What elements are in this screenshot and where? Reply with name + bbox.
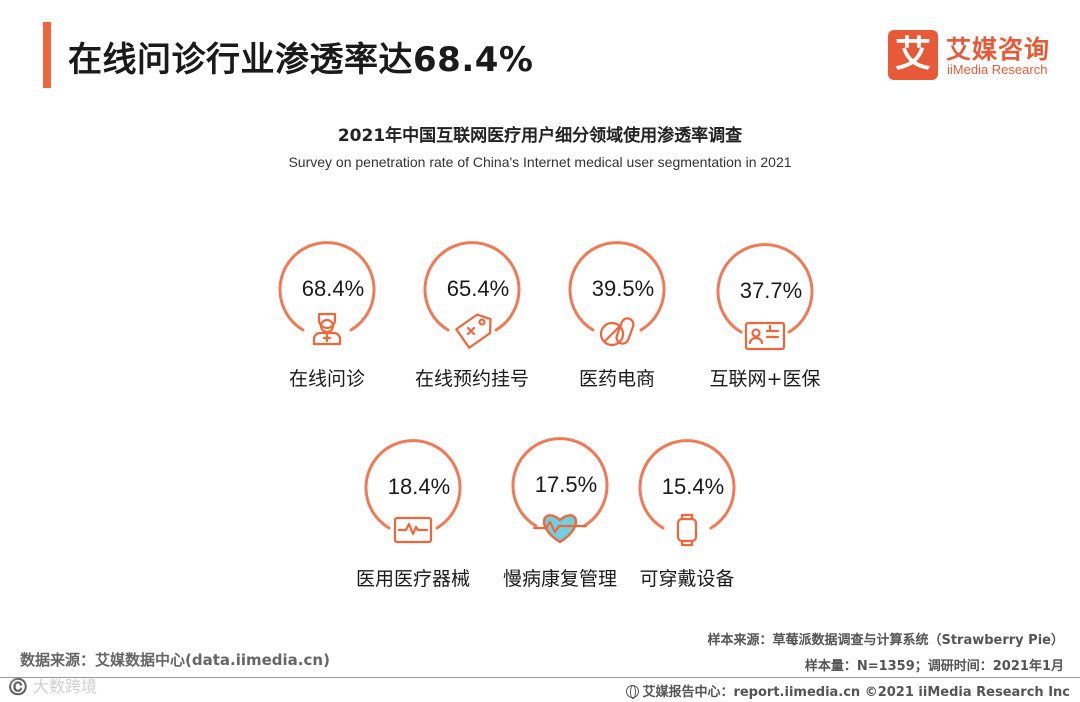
gauge-item: 68.4% 在线问诊 [278,241,376,390]
gauge-ring [278,241,376,332]
value-label: 65.4% [447,276,509,301]
gauge-item: 37.7% 互联网+医保 [710,243,821,390]
insurance-card-icon [744,321,786,351]
category-label: 慢病康复管理 [503,568,617,590]
category-label: 医药电商 [579,368,655,390]
category-label: 在线预约挂号 [415,368,529,390]
value-label: 15.4% [662,474,724,499]
page-title: 在线问诊行业渗透率达68.4% [68,40,534,80]
price-tag-icon [455,313,492,349]
gauge-ring [638,439,736,530]
pill-icon [599,317,635,347]
heart-rate-icon [532,514,588,544]
value-label: 39.5% [592,276,654,301]
title-accent-bar [43,22,51,88]
value-label: 17.5% [535,472,597,497]
globe-icon [626,685,640,699]
ecg-monitor-icon [393,516,433,544]
value-label: 18.4% [388,474,450,499]
logo-en-text: iiMedia Research [947,62,1048,77]
gauge-item: 17.5% 慢病康复管理 [503,437,617,590]
smartwatch-icon [676,513,698,547]
category-label: 在线问诊 [289,368,365,390]
gauge-item: 39.5% 医药电商 [568,241,666,390]
category-label: 互联网+医保 [710,368,821,390]
gauge-ring [364,439,462,530]
gauge-item: 18.4% 医用医疗器械 [356,439,470,590]
gauge-ring [716,243,814,334]
footer-copyright: 艾媒报告中心：report.iimedia.cn ©2021 iiMedia R… [626,681,1070,700]
value-label: 68.4% [302,276,364,301]
sample-source: 样本来源：草莓派数据调查与计算系统（Strawberry Pie） [707,633,1064,648]
category-label: 医用医疗器械 [356,568,470,590]
logo-mark: 艾 [888,30,938,80]
gauge-ring [511,437,609,528]
copyright-text: 艾媒报告中心：report.iimedia.cn ©2021 iiMedia R… [642,685,1070,700]
gauge-item: 15.4% 可穿戴设备 [638,439,736,590]
chart-subtitle: Survey on penetration rate of China's In… [288,154,792,170]
category-label: 可穿戴设备 [639,568,734,590]
data-source: 数据来源：艾媒数据中心(data.iimedia.cn) [20,651,330,669]
doctor-icon [312,312,342,346]
chart-title: 2021年中国互联网医疗用户细分领域使用渗透率调查 [337,126,743,146]
logo-cn-text: 艾媒咨询 [946,35,1051,64]
footer-divider [0,677,1080,678]
iimedia-logo: 艾 艾媒咨询 iiMedia Research [888,30,1068,82]
sample-info: 样本量：N=1359；调研时间：2021年1月 [804,659,1064,674]
gauge-ring [568,241,666,332]
value-label: 37.7% [740,278,802,303]
gauge-ring [423,241,521,332]
watermark: ©️ 大数跨境 [8,677,98,696]
gauge-item: 65.4% 在线预约挂号 [415,241,529,390]
